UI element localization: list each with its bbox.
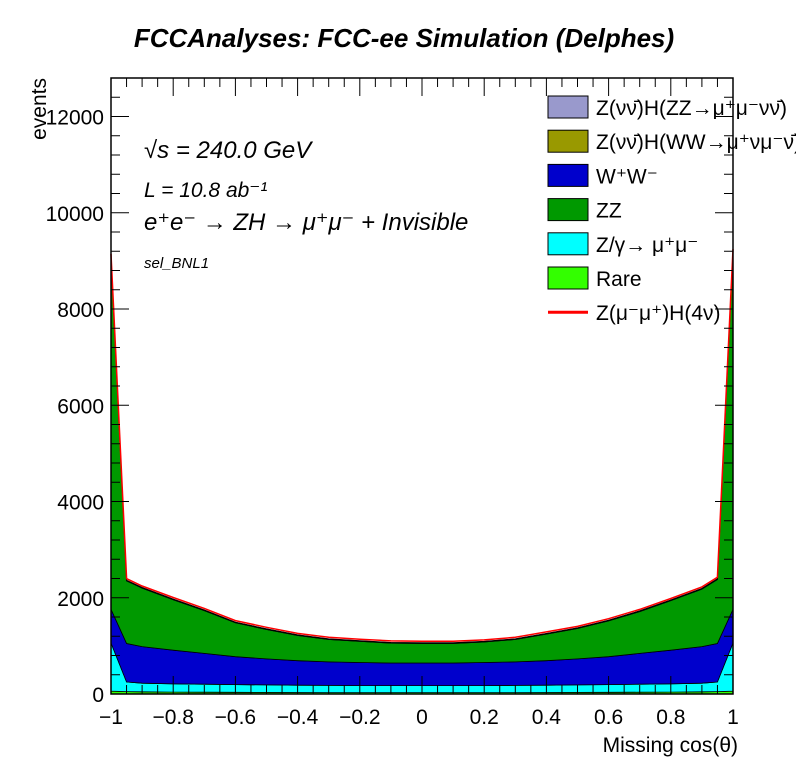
y-tick-label: 0 bbox=[92, 684, 104, 707]
x-tick-label: 0.2 bbox=[470, 706, 499, 729]
x-tick-label: 0.6 bbox=[594, 706, 623, 729]
legend-swatch-z-h-zz bbox=[547, 95, 589, 119]
signal-line-z-h-4 bbox=[110, 249, 734, 643]
y-tick-label: 2000 bbox=[57, 588, 104, 611]
x-tick-label: 0.4 bbox=[532, 706, 562, 729]
legend-swatch-zz bbox=[547, 198, 589, 222]
legend-swatch-z bbox=[547, 232, 589, 256]
selection-annotation: sel_BNL1 bbox=[144, 255, 209, 272]
legend-swatch-w-w bbox=[547, 163, 589, 187]
legend-label-rare: Rare bbox=[596, 268, 642, 291]
axis-ticks: −1 −0.8 −0.6 −0.4 −0.2 0 0.2 0.4 0.6 0.8 1 0 2000 400… bbox=[46, 78, 739, 729]
legend: Z(νν̄)H(ZZ→μ⁺μ⁻νν̄) Z(νν̄)H(WW→μ⁺νμ⁻ν̄) W⁺… bbox=[547, 95, 796, 325]
y-axis-label: events bbox=[28, 78, 51, 140]
energy-annotation: √s = 240.0 GeV bbox=[144, 137, 313, 164]
x-tick-label: 0.8 bbox=[656, 706, 685, 729]
legend-label-w-w: W⁺W⁻ bbox=[596, 165, 658, 188]
legend-label-z-h-ww: Z(νν̄)H(WW→μ⁺νμ⁻ν̄) bbox=[596, 131, 796, 154]
y-tick-label: 12000 bbox=[46, 107, 104, 130]
process-annotation: e⁺e⁻ → ZH → μ⁺μ⁻ + Invisible bbox=[144, 209, 468, 236]
legend-label-zz: ZZ bbox=[596, 200, 622, 223]
x-tick-label: −0.6 bbox=[215, 706, 256, 729]
y-tick-label: 6000 bbox=[57, 395, 104, 418]
y-tick-label: 10000 bbox=[46, 203, 104, 226]
y-tick-label: 8000 bbox=[57, 299, 104, 322]
x-tick-label: 1 bbox=[727, 706, 739, 729]
x-tick-label: −1 bbox=[99, 706, 123, 729]
lumi-annotation: L = 10.8 ab⁻¹ bbox=[144, 179, 267, 202]
x-tick-label: −0.4 bbox=[277, 706, 319, 729]
x-tick-label: −0.2 bbox=[339, 706, 380, 729]
legend-label-z: Z/γ→ μ⁺μ⁻ bbox=[596, 234, 698, 257]
x-tick-label: 0 bbox=[416, 706, 428, 729]
legend-swatch-z-h-ww bbox=[547, 129, 589, 153]
legend-label-z-h-zz: Z(νν̄)H(ZZ→μ⁺μ⁻νν̄) bbox=[596, 97, 787, 120]
y-tick-label: 4000 bbox=[57, 492, 104, 515]
legend-label-z-h-4: Z(μ⁻μ⁺)H(4ν) bbox=[596, 302, 721, 325]
legend-swatch-rare bbox=[547, 266, 589, 290]
x-tick-label: −0.8 bbox=[152, 706, 193, 729]
x-axis-label: Missing cos(θ) bbox=[603, 734, 738, 757]
chart-title: FCCAnalyses: FCC-ee Simulation (Delphes) bbox=[134, 23, 674, 53]
